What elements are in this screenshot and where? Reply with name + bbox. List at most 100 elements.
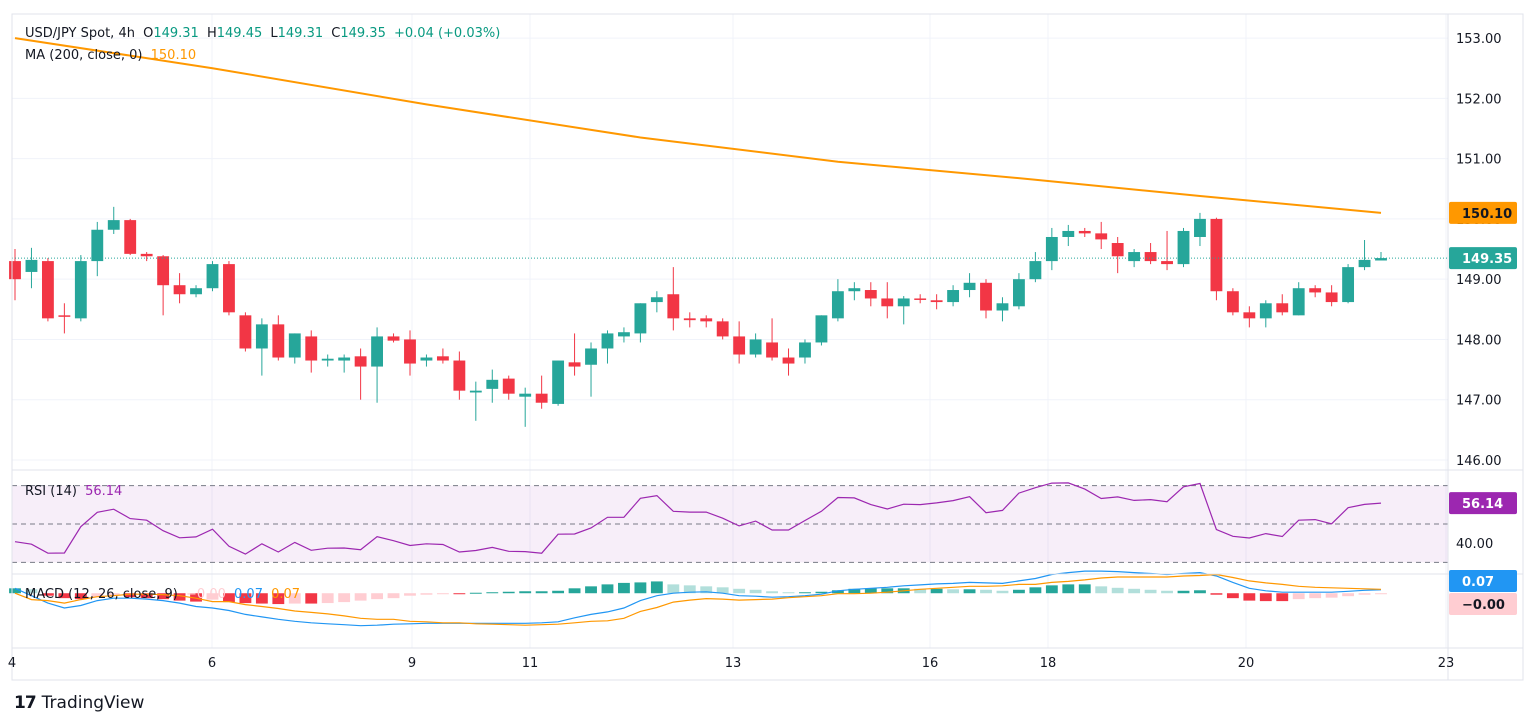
candle-body bbox=[25, 259, 38, 272]
macd-value: 0.07 bbox=[234, 587, 263, 602]
close-label: C bbox=[331, 26, 341, 41]
candle-body bbox=[749, 339, 762, 355]
macd-histogram-bar bbox=[157, 593, 170, 600]
candle-body bbox=[1177, 230, 1190, 265]
candle-body bbox=[1210, 218, 1223, 292]
x-tick-label: 6 bbox=[208, 656, 216, 671]
macd-histogram-bar bbox=[272, 593, 285, 605]
macd-histogram-bar bbox=[782, 592, 795, 594]
candle-body bbox=[716, 321, 729, 337]
price-pane[interactable] bbox=[9, 37, 1448, 427]
macd-histogram-bar bbox=[91, 593, 104, 598]
candle-body bbox=[124, 220, 137, 254]
tradingview-brand[interactable]: 17 TradingView bbox=[14, 693, 144, 713]
macd-histogram-bar bbox=[321, 593, 334, 604]
open-value: 149.31 bbox=[153, 26, 199, 41]
macd-histogram-bar bbox=[387, 593, 400, 599]
candle-body bbox=[815, 315, 828, 343]
macd-histogram-bar bbox=[1177, 590, 1190, 594]
low-label: L bbox=[270, 26, 278, 41]
macd-histogram-bar bbox=[1342, 593, 1355, 597]
candle-body bbox=[1259, 303, 1272, 319]
macd-histogram-bar bbox=[1375, 593, 1387, 595]
close-value: 149.35 bbox=[340, 26, 386, 41]
candle-body bbox=[1045, 236, 1058, 262]
candle-body bbox=[568, 362, 581, 367]
low-value: 149.31 bbox=[277, 26, 324, 41]
candle-body bbox=[1111, 243, 1124, 257]
macd-histogram-bar bbox=[930, 588, 943, 594]
candle-body bbox=[618, 332, 630, 337]
rsi-value-tag-bg bbox=[1449, 492, 1517, 515]
macd-histogram-bar bbox=[815, 591, 828, 594]
candle-body bbox=[1226, 291, 1239, 313]
signal-line bbox=[14, 573, 1382, 626]
candle-body bbox=[1292, 288, 1305, 316]
candle-body bbox=[486, 379, 499, 389]
macd-histogram-bar bbox=[1062, 584, 1075, 594]
macd-histogram-bar bbox=[1292, 593, 1305, 600]
macd-histogram-bar bbox=[354, 593, 367, 601]
candle-body bbox=[585, 348, 597, 365]
rsi-pane[interactable] bbox=[14, 482, 1382, 555]
signal-value: 0.07 bbox=[271, 587, 301, 602]
macd-histogram-bar bbox=[568, 588, 581, 594]
candle-body bbox=[41, 261, 54, 319]
candle-body bbox=[1309, 288, 1322, 293]
candle-body bbox=[354, 356, 367, 367]
macd-histogram-bar bbox=[601, 584, 614, 594]
candle-body bbox=[650, 297, 663, 303]
candle-body bbox=[436, 356, 449, 361]
macd-histogram-bar bbox=[1161, 590, 1173, 594]
macd-histogram-bar bbox=[996, 590, 1009, 594]
macd-histogram-bar bbox=[502, 591, 515, 594]
x-tick-label: 16 bbox=[922, 656, 939, 671]
macd-histogram-bar bbox=[1111, 587, 1124, 594]
macd-histogram-bar bbox=[799, 592, 811, 594]
candle-body bbox=[321, 358, 334, 361]
ma-price-tag: 150.10 bbox=[1449, 201, 1517, 224]
candle-body bbox=[1161, 261, 1173, 265]
grid-lines bbox=[11, 14, 1448, 648]
candle-body bbox=[9, 261, 21, 280]
candle-body bbox=[1062, 230, 1075, 237]
macd-histogram-bar bbox=[25, 589, 38, 594]
macd-histogram-bar bbox=[1243, 593, 1256, 601]
candle-body bbox=[140, 253, 153, 257]
candle-body bbox=[206, 264, 219, 289]
candle-body bbox=[469, 390, 482, 393]
macd-histogram-bar bbox=[404, 593, 416, 596]
candle-body bbox=[1095, 233, 1108, 240]
macd-histogram-bar bbox=[618, 582, 630, 594]
macd-histogram-bar bbox=[1358, 593, 1371, 595]
candle-body bbox=[272, 324, 285, 358]
macd-histogram-bar bbox=[848, 588, 861, 594]
ma-200-line bbox=[14, 37, 1382, 214]
y-tick-label: 152.00 bbox=[1456, 92, 1502, 107]
macd-histogram-bar bbox=[864, 588, 877, 594]
ma-label: MA (200, close, 0) bbox=[25, 48, 143, 63]
ma-price-tag-text: 150.10 bbox=[1462, 207, 1512, 222]
macd-histogram-bar bbox=[223, 593, 235, 603]
candle-body bbox=[1194, 218, 1206, 237]
candle-body bbox=[173, 285, 186, 295]
axes: 469111316182023153.00152.00151.00150.001… bbox=[8, 13, 1524, 681]
macd-hist-value: −0.00 bbox=[186, 587, 226, 602]
x-tick-label: 11 bbox=[522, 656, 539, 671]
candle-body bbox=[1325, 292, 1338, 303]
macd-histogram-bar bbox=[1226, 593, 1239, 599]
y-tick-label: 153.00 bbox=[1456, 32, 1502, 47]
macd-histogram-bar bbox=[683, 585, 696, 594]
candle-body bbox=[91, 229, 104, 262]
macd-hist-tag-bg bbox=[1449, 593, 1517, 615]
candle-body bbox=[404, 339, 416, 364]
x-tick-label: 20 bbox=[1238, 656, 1255, 671]
macd-histogram-bar bbox=[947, 589, 960, 594]
macd-value-tag-text: 0.07 bbox=[1462, 575, 1494, 590]
macd-histogram-bar bbox=[1144, 589, 1157, 594]
candle-body bbox=[107, 220, 120, 230]
last-price-tag-bg bbox=[1449, 247, 1517, 270]
candle-body bbox=[700, 318, 713, 322]
x-tick-label: 4 bbox=[8, 656, 16, 671]
y-tick-label: 148.00 bbox=[1456, 333, 1502, 348]
